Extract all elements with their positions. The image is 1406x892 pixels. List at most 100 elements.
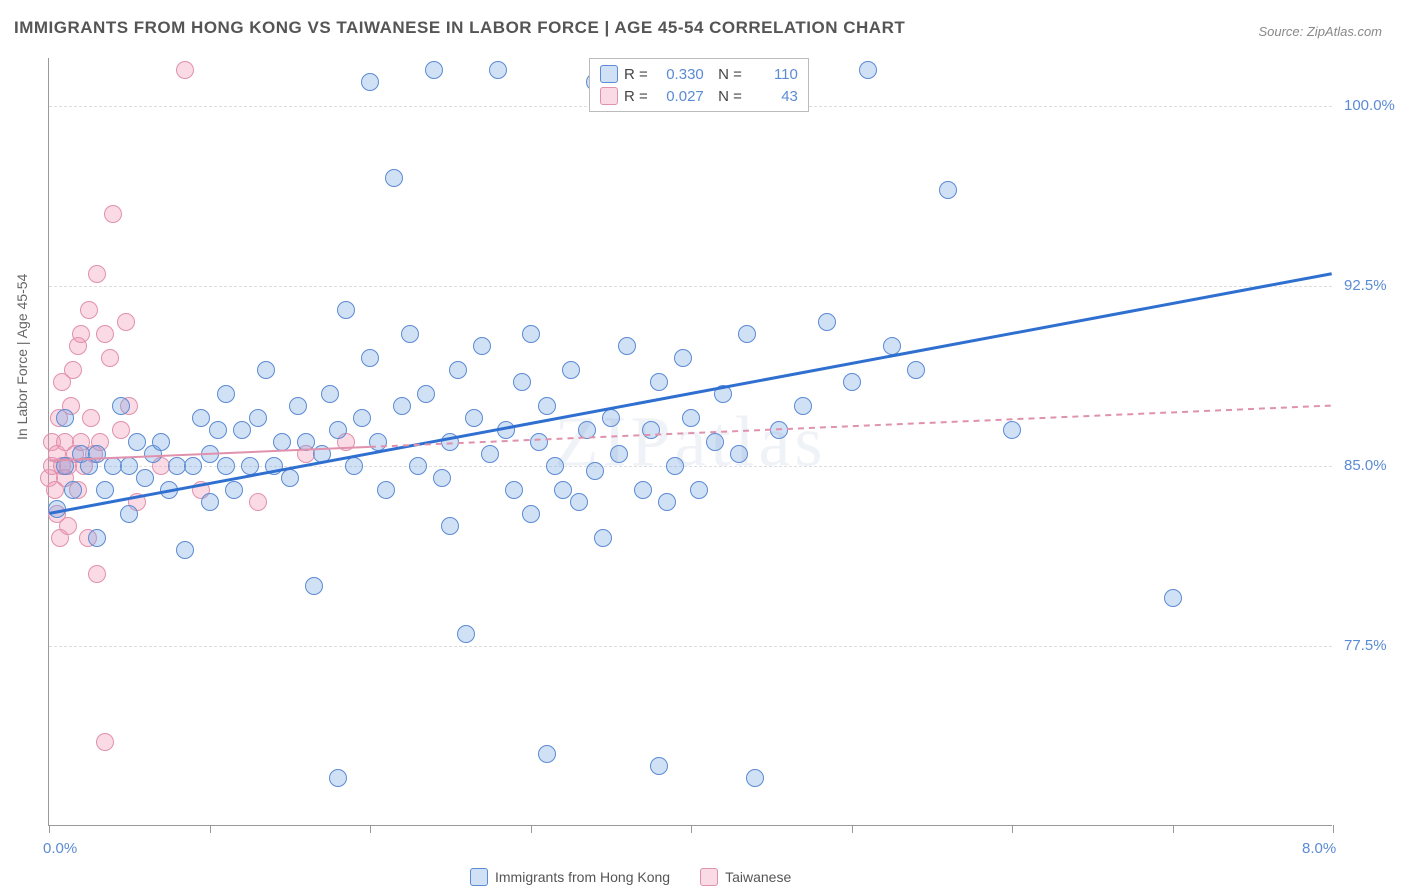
y-tick-label: 92.5% [1344,277,1387,294]
series-legend: Immigrants from Hong Kong Taiwanese [470,868,791,886]
legend-item-hk: Immigrants from Hong Kong [470,868,670,886]
legend-label-tw: Taiwanese [725,869,791,885]
legend-r-label: R = [624,88,648,105]
gridline-h [49,286,1332,287]
scatter-point-hk [441,433,459,451]
legend-n-label: N = [710,66,742,83]
scatter-point-hk [417,385,435,403]
scatter-point-hk [401,325,419,343]
scatter-point-tw [101,349,119,367]
scatter-point-hk [305,577,323,595]
scatter-point-tw [112,421,130,439]
scatter-point-hk [730,445,748,463]
scatter-point-hk [409,457,427,475]
scatter-point-hk [522,505,540,523]
correlation-legend: R = 0.330 N = 110 R = 0.027 N = 43 [589,58,809,112]
scatter-point-hk [481,445,499,463]
scatter-point-hk [201,493,219,511]
scatter-point-hk [88,529,106,547]
scatter-point-hk [497,421,515,439]
legend-row-tw: R = 0.027 N = 43 [600,85,798,107]
scatter-point-hk [385,169,403,187]
scatter-point-hk [56,457,74,475]
chart-container: IMMIGRANTS FROM HONG KONG VS TAIWANESE I… [0,0,1406,892]
scatter-point-hk [160,481,178,499]
scatter-point-hk [96,481,114,499]
scatter-point-hk [594,529,612,547]
scatter-point-hk [56,409,74,427]
scatter-point-hk [770,421,788,439]
scatter-point-hk [746,769,764,787]
scatter-point-tw [96,733,114,751]
scatter-point-hk [353,409,371,427]
scatter-point-hk [505,481,523,499]
scatter-point-hk [393,397,411,415]
scatter-point-hk [152,433,170,451]
scatter-point-hk [217,457,235,475]
x-tick [370,825,371,833]
scatter-point-hk [530,433,548,451]
scatter-point-tw [104,205,122,223]
scatter-point-hk [907,361,925,379]
scatter-point-hk [112,397,130,415]
legend-n-value-hk: 110 [748,66,798,83]
legend-r-value-tw: 0.027 [654,88,704,105]
legend-swatch-tw [600,87,618,105]
scatter-point-hk [233,421,251,439]
scatter-point-tw [59,517,77,535]
x-tick [852,825,853,833]
scatter-point-hk [377,481,395,499]
scatter-point-hk [225,481,243,499]
x-tick-label-right: 8.0% [1302,840,1336,857]
scatter-point-tw [96,325,114,343]
scatter-point-hk [136,469,154,487]
scatter-point-hk [546,457,564,475]
scatter-point-hk [489,61,507,79]
x-tick [691,825,692,833]
scatter-point-tw [82,409,100,427]
scatter-point-hk [714,385,732,403]
scatter-point-hk [281,469,299,487]
scatter-point-hk [682,409,700,427]
scatter-point-hk [184,457,202,475]
legend-swatch-hk [470,868,488,886]
scatter-point-hk [265,457,283,475]
scatter-point-tw [88,265,106,283]
x-tick [531,825,532,833]
scatter-point-hk [88,445,106,463]
scatter-point-hk [257,361,275,379]
scatter-point-hk [513,373,531,391]
legend-label-hk: Immigrants from Hong Kong [495,869,670,885]
x-tick-label-left: 0.0% [43,840,77,857]
scatter-point-hk [939,181,957,199]
scatter-point-hk [64,481,82,499]
scatter-point-hk [1003,421,1021,439]
gridline-h [49,646,1332,647]
scatter-point-hk [441,517,459,535]
scatter-point-hk [634,481,652,499]
x-tick [1012,825,1013,833]
plot-area: ZIPatlas R = 0.330 N = 110 R = 0.027 N =… [48,58,1332,826]
legend-r-label: R = [624,66,648,83]
scatter-point-tw [249,493,267,511]
scatter-point-hk [538,397,556,415]
scatter-point-hk [369,433,387,451]
scatter-point-hk [650,373,668,391]
scatter-point-hk [586,462,604,480]
scatter-point-hk [337,301,355,319]
scatter-point-hk [289,397,307,415]
scatter-point-hk [883,337,901,355]
legend-n-value-tw: 43 [748,88,798,105]
chart-title: IMMIGRANTS FROM HONG KONG VS TAIWANESE I… [14,18,905,38]
scatter-point-hk [658,493,676,511]
scatter-point-hk [650,757,668,775]
scatter-point-hk [329,769,347,787]
scatter-point-hk [433,469,451,487]
scatter-point-hk [578,421,596,439]
legend-n-label: N = [710,88,742,105]
scatter-point-hk [361,349,379,367]
scatter-point-hk [457,625,475,643]
trendlines-svg [49,58,1332,825]
scatter-point-hk [465,409,483,427]
scatter-point-hk [843,373,861,391]
